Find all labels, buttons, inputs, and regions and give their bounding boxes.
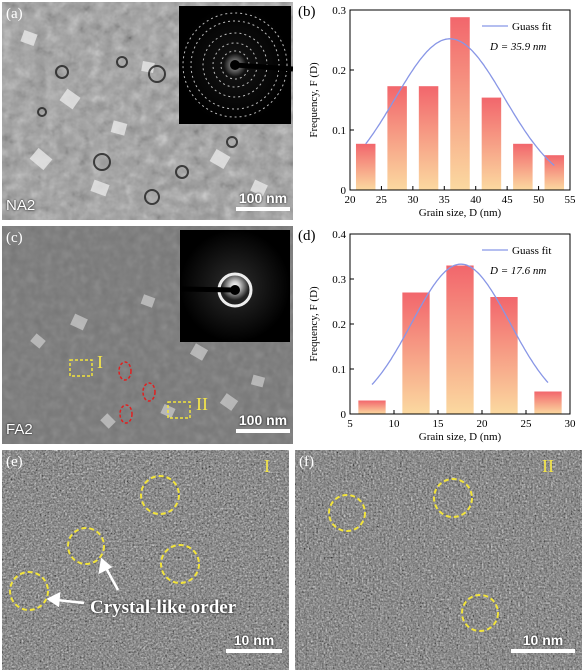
hrtem-image-region-II: (f) II 10 nm (295, 450, 582, 670)
bar-6 (544, 155, 565, 190)
y-tick-label-0: 0 (341, 409, 347, 421)
hrtem-region-label-I: I (264, 456, 270, 476)
scale-bar-label-e: 10 nm (233, 632, 275, 648)
grain-size-chart-d: 5 10 15 20 25 30 0 0.1 0.2 0.3 0.4 Grain size, D (n… (295, 226, 584, 444)
scale-bar-line-e (226, 649, 282, 653)
x-axis-label: Grain size, D (nm) (419, 431, 502, 443)
panel-label-e: (e) (6, 454, 23, 470)
x-tick-label-1: 10 (389, 418, 401, 430)
y-axis-label: Frequency, F (D) (308, 286, 320, 362)
y-tick-label-1: 0.1 (332, 364, 346, 376)
beam-stopper-c (181, 286, 236, 293)
x-tick-label-2: 30 (407, 194, 419, 206)
region-box-II (167, 401, 191, 419)
scale-bar-label-a: 100 nm (238, 190, 288, 206)
bar-0 (358, 400, 386, 414)
x-axis-label: Grain size, D (nm) (419, 207, 502, 219)
x-tick-label-3: 20 (477, 418, 489, 430)
tem-image-na2: (a) NA2 100 nm (2, 2, 293, 220)
tem-image-fa2: (c) I II FA2 100 nm (2, 226, 293, 444)
mean-annotation: D = 35.9 nm (489, 41, 546, 53)
mean-annotation: D = 17.6 nm (489, 265, 546, 277)
x-tick-label-5: 45 (502, 194, 513, 206)
annotation-arrows (46, 557, 120, 608)
plot-frame (349, 9, 571, 191)
scale-bar-c: 100 nm (236, 412, 290, 433)
x-tick-label-1: 25 (376, 194, 388, 206)
bar-0 (355, 143, 376, 190)
bar-4 (534, 391, 562, 414)
crystal-circles-e (9, 475, 200, 611)
panel-label-d: (d) (297, 228, 317, 245)
x-tick-label-3: 35 (439, 194, 451, 206)
crystal-like-order-annotation: Crystal-like order (90, 597, 237, 618)
scale-bar-label-f: 10 nm (522, 632, 564, 648)
panel-label-c: (c) (6, 230, 23, 246)
beam-stopper-a (234, 62, 293, 72)
sample-tag-fa2: FA2 (6, 421, 33, 438)
x-tick-label-6: 50 (533, 194, 545, 206)
sample-tag-na2: NA2 (6, 197, 36, 214)
y-tick-label-2: 0.2 (332, 319, 346, 331)
y-axis-label: Frequency, F (D) (308, 62, 320, 138)
x-tick-label-4: 40 (470, 194, 482, 206)
bar-3 (490, 297, 518, 414)
y-tick-label-4: 0.4 (332, 229, 346, 241)
x-tick-label-2: 15 (433, 418, 445, 430)
chart-svg-d: 5 10 15 20 25 30 0 0.1 0.2 0.3 0.4 Grain size, D (n… (308, 229, 577, 443)
crystal-circles-f (328, 478, 499, 632)
region-label-II: II (196, 394, 208, 414)
scale-bar-line-f (511, 649, 575, 653)
scale-bar-line-c (236, 429, 290, 433)
scale-bar-a: 100 nm (236, 190, 290, 211)
bar-3 (450, 17, 470, 191)
x-tick-label-0: 5 (347, 418, 353, 430)
region-box-I (69, 359, 93, 377)
panel-label-b: (b) (297, 4, 317, 21)
chart-svg-b: 20 25 30 35 40 45 50 55 0 0.1 0.2 0.3 Grain size, D … (308, 5, 577, 219)
x-tick-label-5: 30 (565, 418, 577, 430)
scale-bar-e: 10 nm (226, 632, 282, 653)
legend-label: Guass fit (512, 245, 551, 257)
tem-texture-c (2, 226, 293, 444)
bar-1 (387, 86, 407, 190)
panel-label-a: (a) (6, 6, 23, 22)
legend-label: Guass fit (512, 21, 551, 33)
y-tick-label-3: 0.3 (332, 274, 346, 286)
bar-2 (446, 265, 474, 414)
scale-bar-label-c: 100 nm (238, 412, 288, 428)
y-tick-label-2: 0.2 (332, 65, 346, 77)
hrtem-texture-f (295, 450, 582, 670)
scale-bar-f: 10 nm (511, 632, 575, 653)
bar-2 (418, 86, 439, 190)
region-label-I: I (97, 352, 103, 372)
bar-5 (513, 143, 533, 190)
hrtem-region-label-II: II (542, 456, 554, 476)
tem-texture-a (2, 2, 293, 220)
bar-4 (481, 97, 502, 190)
grain-size-chart-b: 20 25 30 35 40 45 50 55 0 0.1 0.2 0.3 Grain size, D … (295, 2, 584, 220)
y-tick-label-1: 0.1 (332, 125, 346, 137)
y-tick-label-3: 0.3 (332, 5, 346, 17)
red-circles (118, 361, 156, 424)
hrtem-image-region-I: (e) I Crystal-like order 10 nm (2, 450, 289, 670)
gauss-fit-line (371, 263, 549, 385)
y-tick-label-0: 0 (341, 185, 347, 197)
x-tick-label-4: 25 (521, 418, 533, 430)
gauss-fit-line (365, 38, 555, 166)
panel-label-f: (f) (299, 454, 314, 470)
x-tick-label-7: 55 (565, 194, 577, 206)
hrtem-texture-e (2, 450, 289, 670)
scale-bar-line-a (236, 207, 290, 211)
bar-1 (402, 292, 430, 414)
x-tick-label-0: 20 (345, 194, 357, 206)
